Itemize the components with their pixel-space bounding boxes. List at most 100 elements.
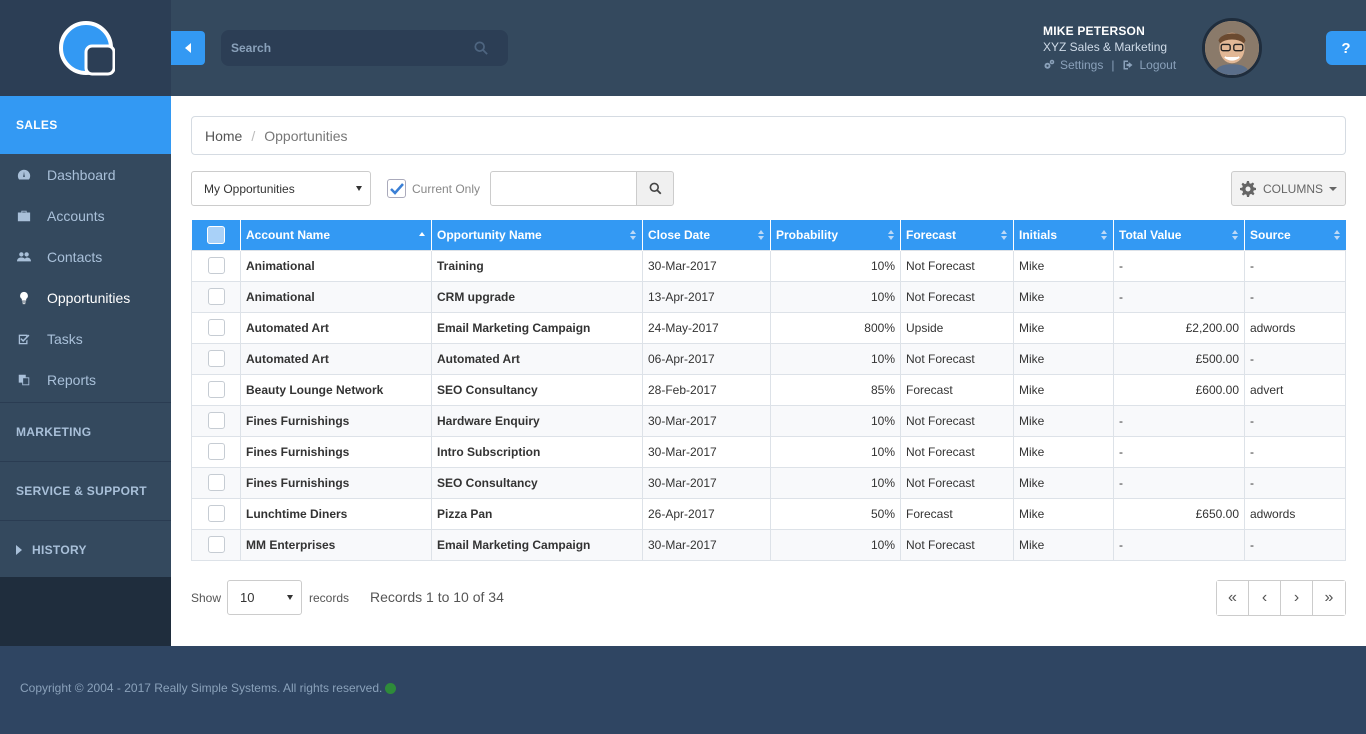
cell-opportunity-name[interactable]: Pizza Pan: [431, 497, 643, 530]
settings-link[interactable]: Settings: [1043, 58, 1103, 72]
column-header-source[interactable]: Source: [1244, 220, 1346, 250]
cell-opportunity-name[interactable]: Email Marketing Campaign: [431, 528, 643, 561]
row-checkbox[interactable]: [207, 443, 225, 460]
cell-close-date: 30-Mar-2017: [642, 528, 771, 561]
cell-source: adwords: [1244, 311, 1346, 344]
column-header-account-name[interactable]: Account Name: [240, 220, 432, 250]
current-only-checkbox[interactable]: Current Only: [387, 179, 480, 198]
table-row[interactable]: Fines Furnishings Intro Subscription 30-Ma…: [191, 435, 1346, 468]
cell-account-name[interactable]: Animational: [240, 280, 432, 313]
cell-forecast: Not Forecast: [900, 249, 1014, 282]
columns-label: COLUMNS: [1262, 181, 1323, 196]
cell-opportunity-name[interactable]: Hardware Enquiry: [431, 404, 643, 437]
cell-initials: Mike: [1013, 404, 1114, 437]
column-header-total-value[interactable]: Total Value: [1113, 220, 1245, 250]
sidebar-section-sales[interactable]: SALES: [0, 96, 171, 154]
column-header-close-date[interactable]: Close Date: [642, 220, 771, 250]
cell-forecast: Not Forecast: [900, 342, 1014, 375]
cell-opportunity-name[interactable]: Intro Subscription: [431, 435, 643, 468]
column-header-probability[interactable]: Probability: [770, 220, 901, 250]
row-checkbox[interactable]: [207, 505, 225, 522]
table-row[interactable]: Beauty Lounge Network SEO Consultancy 28-F…: [191, 373, 1346, 406]
column-header-initials[interactable]: Initials: [1013, 220, 1114, 250]
cell-account-name[interactable]: Beauty Lounge Network: [240, 373, 432, 406]
sidebar-item-reports[interactable]: Reports: [0, 359, 171, 400]
cell-account-name[interactable]: Fines Furnishings: [240, 466, 432, 499]
cell-account-name[interactable]: Fines Furnishings: [240, 404, 432, 437]
header: MIKE PETERSON XYZ Sales & Marketing Sett…: [171, 0, 1366, 96]
breadcrumb-home[interactable]: Home: [205, 127, 243, 144]
table-row[interactable]: Animational Training 30-Mar-2017 10% Not For…: [191, 249, 1346, 282]
sidebar-item-label: Tasks: [47, 330, 83, 347]
table-row[interactable]: Lunchtime Diners Pizza Pan 26-Apr-2017 50% F…: [191, 497, 1346, 530]
table-row[interactable]: Animational CRM upgrade 13-Apr-2017 10% Not …: [191, 280, 1346, 313]
columns-button[interactable]: COLUMNS: [1231, 171, 1346, 206]
dashboard-icon: [16, 167, 32, 183]
column-header-opportunity-name[interactable]: Opportunity Name: [431, 220, 643, 250]
sidebar-item-contacts[interactable]: Contacts: [0, 236, 171, 277]
next-page-button[interactable]: ›: [1281, 581, 1313, 615]
pager: Show 10 records Records 1 to 10 of 34 « …: [191, 580, 1346, 618]
sidebar-item-tasks[interactable]: Tasks: [0, 318, 171, 359]
row-checkbox[interactable]: [207, 536, 225, 553]
search-icon[interactable]: [474, 41, 488, 55]
app-logo[interactable]: [57, 19, 115, 77]
cell-opportunity-name[interactable]: CRM upgrade: [431, 280, 643, 313]
search-input[interactable]: [231, 41, 461, 55]
previous-page-button[interactable]: ‹: [1249, 581, 1281, 615]
cell-opportunity-name[interactable]: SEO Consultancy: [431, 466, 643, 499]
cell-opportunity-name[interactable]: Training: [431, 249, 643, 282]
table-row[interactable]: MM Enterprises Email Marketing Campaign 30…: [191, 528, 1346, 561]
cell-account-name[interactable]: Automated Art: [240, 311, 432, 344]
view-select[interactable]: My Opportunities: [191, 171, 371, 206]
row-checkbox[interactable]: [207, 288, 225, 305]
help-button[interactable]: ?: [1326, 31, 1366, 65]
cell-close-date: 30-Mar-2017: [642, 435, 771, 468]
table-row[interactable]: Automated Art Automated Art 06-Apr-2017 10%…: [191, 342, 1346, 375]
first-page-button[interactable]: «: [1217, 581, 1249, 615]
logout-link[interactable]: Logout: [1122, 58, 1176, 72]
checkmark-icon[interactable]: [387, 179, 406, 198]
row-checkbox[interactable]: [207, 412, 225, 429]
table-row[interactable]: Fines Furnishings SEO Consultancy 30-Mar-2…: [191, 466, 1346, 499]
table-row[interactable]: Fines Furnishings Hardware Enquiry 30-Mar-…: [191, 404, 1346, 437]
cell-close-date: 13-Apr-2017: [642, 280, 771, 313]
row-checkbox[interactable]: [207, 350, 225, 367]
user-info: MIKE PETERSON XYZ Sales & Marketing Sett…: [1043, 24, 1176, 72]
cell-account-name[interactable]: MM Enterprises: [240, 528, 432, 561]
sidebar-group-service-support[interactable]: SERVICE & SUPPORT: [0, 461, 171, 520]
select-all-checkbox[interactable]: [206, 225, 225, 244]
toolbar: My Opportunities Current Only COLUMNS: [191, 171, 1346, 207]
filter-search-button[interactable]: [636, 171, 674, 206]
last-page-button[interactable]: »: [1313, 581, 1345, 615]
row-checkbox[interactable]: [207, 474, 225, 491]
filter-input[interactable]: [490, 171, 637, 206]
cell-account-name[interactable]: Lunchtime Diners: [240, 497, 432, 530]
row-checkbox[interactable]: [207, 319, 225, 336]
avatar[interactable]: [1202, 18, 1262, 78]
table-row[interactable]: Automated Art Email Marketing Campaign 24-…: [191, 311, 1346, 344]
cell-probability: 10%: [770, 528, 901, 561]
cell-account-name[interactable]: Animational: [240, 249, 432, 282]
footer-text: Copyright © 2004 - 2017 Really Simple Sy…: [20, 681, 397, 695]
cell-account-name[interactable]: Automated Art: [240, 342, 432, 375]
cell-forecast: Upside: [900, 311, 1014, 344]
sidebar-group-marketing[interactable]: MARKETING: [0, 402, 171, 461]
page-size-select[interactable]: 10: [227, 580, 302, 615]
cell-opportunity-name[interactable]: Automated Art: [431, 342, 643, 375]
column-header-forecast[interactable]: Forecast: [900, 220, 1014, 250]
cell-opportunity-name[interactable]: Email Marketing Campaign: [431, 311, 643, 344]
select-all-header: [191, 220, 241, 250]
sort-icon: [1101, 230, 1107, 240]
row-checkbox[interactable]: [207, 381, 225, 398]
sidebar-toggle-button[interactable]: [171, 31, 205, 65]
cell-opportunity-name[interactable]: SEO Consultancy: [431, 373, 643, 406]
sidebar-group-history[interactable]: HISTORY: [0, 520, 171, 579]
sidebar-group-label: HISTORY: [32, 543, 87, 557]
cell-forecast: Forecast: [900, 373, 1014, 406]
sidebar-item-opportunities[interactable]: Opportunities: [0, 277, 171, 318]
row-checkbox[interactable]: [207, 257, 225, 274]
cell-account-name[interactable]: Fines Furnishings: [240, 435, 432, 468]
sidebar-item-dashboard[interactable]: Dashboard: [0, 154, 171, 195]
sidebar-item-accounts[interactable]: Accounts: [0, 195, 171, 236]
